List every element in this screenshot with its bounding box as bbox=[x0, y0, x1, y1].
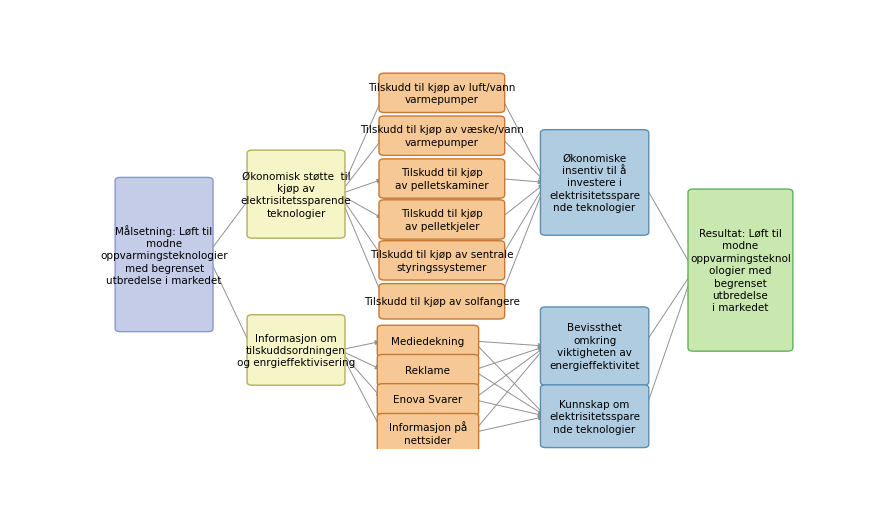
Text: Økonomisk støtte  til
kjøp av
elektrisitetssparende
teknologier: Økonomisk støtte til kjøp av elektrisite… bbox=[241, 171, 351, 218]
Text: Enova Svarer: Enova Svarer bbox=[393, 395, 462, 405]
FancyBboxPatch shape bbox=[379, 117, 504, 156]
FancyBboxPatch shape bbox=[379, 74, 504, 113]
FancyBboxPatch shape bbox=[377, 355, 478, 386]
FancyBboxPatch shape bbox=[377, 414, 478, 452]
Text: Kunnskap om
elektrisitetsspare
nde teknologier: Kunnskap om elektrisitetsspare nde tekno… bbox=[549, 399, 640, 434]
Text: Bevissthet
omkring
viktigheten av
energieffektivitet: Bevissthet omkring viktigheten av energi… bbox=[549, 323, 640, 370]
Text: Tilskudd til kjøp av solfangere: Tilskudd til kjøp av solfangere bbox=[364, 297, 520, 307]
FancyBboxPatch shape bbox=[540, 130, 649, 236]
Text: Tilskudd til kjøp av sentrale
styringssystemer: Tilskudd til kjøp av sentrale styringssy… bbox=[370, 249, 513, 272]
Text: Reklame: Reklame bbox=[406, 366, 451, 376]
Text: Mediedekning: Mediedekning bbox=[392, 336, 465, 346]
FancyBboxPatch shape bbox=[379, 200, 504, 240]
Text: Tilskudd til kjøp
av pelletkjeler: Tilskudd til kjøp av pelletkjeler bbox=[401, 209, 483, 231]
FancyBboxPatch shape bbox=[115, 178, 213, 332]
FancyBboxPatch shape bbox=[540, 385, 649, 448]
FancyBboxPatch shape bbox=[688, 190, 793, 351]
FancyBboxPatch shape bbox=[377, 326, 478, 357]
Text: Resultat: Løft til
modne
oppvarmingsteknol
ologier med
begrenset
utbredelse
i ma: Resultat: Løft til modne oppvarmingstekn… bbox=[690, 228, 791, 313]
Text: Tilskudd til kjøp
av pelletskaminer: Tilskudd til kjøp av pelletskaminer bbox=[395, 168, 488, 190]
Text: Informasjon på
nettsider: Informasjon på nettsider bbox=[389, 421, 467, 445]
FancyBboxPatch shape bbox=[379, 284, 504, 319]
Text: Tilskudd til kjøp av luft/vann
varmepumper: Tilskudd til kjøp av luft/vann varmepump… bbox=[368, 82, 515, 105]
Text: Målsetning: Løft til
modne
oppvarmingsteknologier
med begrenset
utbredelse i mar: Målsetning: Løft til modne oppvarmingste… bbox=[100, 224, 228, 286]
FancyBboxPatch shape bbox=[540, 308, 649, 385]
FancyBboxPatch shape bbox=[247, 151, 345, 239]
FancyBboxPatch shape bbox=[247, 315, 345, 385]
Text: Økonomiske
insentiv til å
investere i
elektrisitetsspare
nde teknologier: Økonomiske insentiv til å investere i el… bbox=[549, 154, 640, 213]
FancyBboxPatch shape bbox=[379, 160, 504, 199]
FancyBboxPatch shape bbox=[377, 384, 478, 416]
FancyBboxPatch shape bbox=[379, 241, 504, 280]
Text: Tilskudd til kjøp av væske/vann
varmepumper: Tilskudd til kjøp av væske/vann varmepum… bbox=[360, 125, 524, 147]
Text: Informasjon om
tilskuddsordningen
og enrgieffektivisering: Informasjon om tilskuddsordningen og enr… bbox=[237, 333, 355, 368]
